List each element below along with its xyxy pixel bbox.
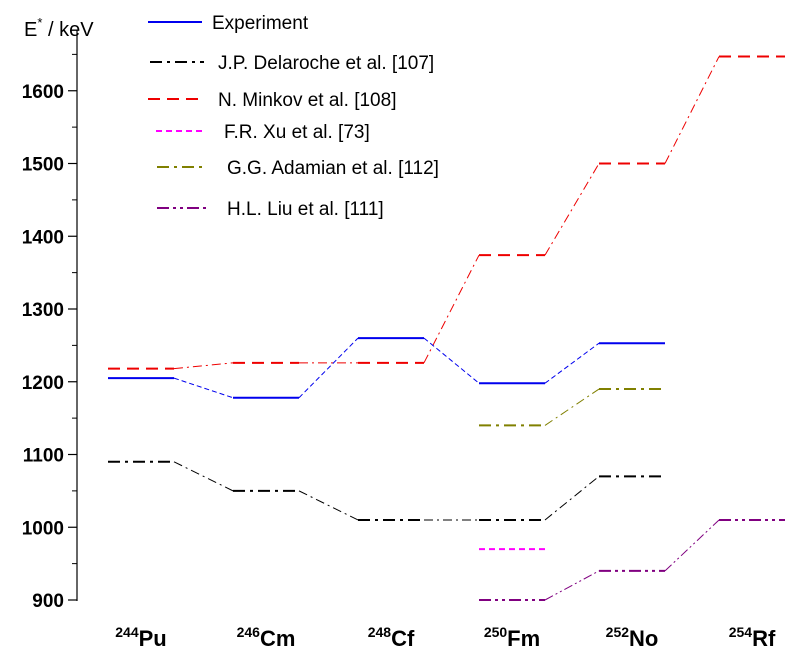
connector-0-3 — [423, 337, 480, 384]
legend-label: G.G. Adamian et al. [112] — [227, 158, 439, 179]
connector-0-1 — [173, 377, 234, 399]
legend-label: Experiment — [212, 13, 309, 34]
y-tick-label: 1100 — [23, 446, 64, 467]
y-tick-label: 900 — [32, 591, 64, 612]
connector-0-4 — [544, 342, 600, 384]
connector-1-4 — [544, 475, 600, 521]
y-tick-label: 1000 — [22, 518, 64, 539]
y-tick-label: 1200 — [22, 373, 64, 394]
connector-2-3 — [423, 254, 480, 364]
y-tick-label: 1400 — [22, 227, 64, 248]
legend-label: H.L. Liu et al. [111] — [227, 199, 384, 220]
y-tick-label: 1600 — [22, 82, 64, 103]
connector-5-5 — [664, 519, 720, 572]
connector-2-5 — [664, 56, 720, 164]
y-tick-label: 1500 — [22, 155, 64, 176]
x-category-label: 250Fm — [484, 624, 540, 651]
legend: Experiment J.P. Delaroche et al. [107] N. … — [148, 13, 439, 220]
x-category-label: 246Cm — [237, 624, 296, 651]
legend-label: J.P. Delaroche et al. [107] — [218, 53, 434, 74]
x-category-label: 252No — [606, 624, 659, 651]
legend-label: N. Minkov et al. [108] — [218, 90, 396, 111]
x-category-labels: 244Pu 246Cm 248Cf 250Fm 252No 254Rf — [115, 624, 776, 651]
y-axis-label: E* / keV — [24, 15, 94, 41]
y-tick-label: 1300 — [22, 300, 64, 321]
x-category-label: 248Cf — [368, 624, 415, 651]
connector-1-1 — [173, 461, 234, 492]
x-category-label: 254Rf — [729, 624, 776, 651]
x-category-label: 244Pu — [115, 624, 166, 651]
connector-2-1 — [173, 362, 234, 370]
y-axis: 900 1000 1100 1200 1300 1400 1500 1600 — [22, 30, 78, 612]
connector-0-2 — [298, 337, 359, 399]
legend-label: F.R. Xu et al. [73] — [224, 122, 370, 143]
connector-lines — [173, 56, 720, 601]
connector-5-4 — [544, 570, 600, 601]
level-lines — [108, 55, 785, 601]
connector-2-4 — [544, 163, 600, 256]
connector-1-2 — [298, 490, 359, 521]
connector-4-4 — [544, 388, 600, 426]
